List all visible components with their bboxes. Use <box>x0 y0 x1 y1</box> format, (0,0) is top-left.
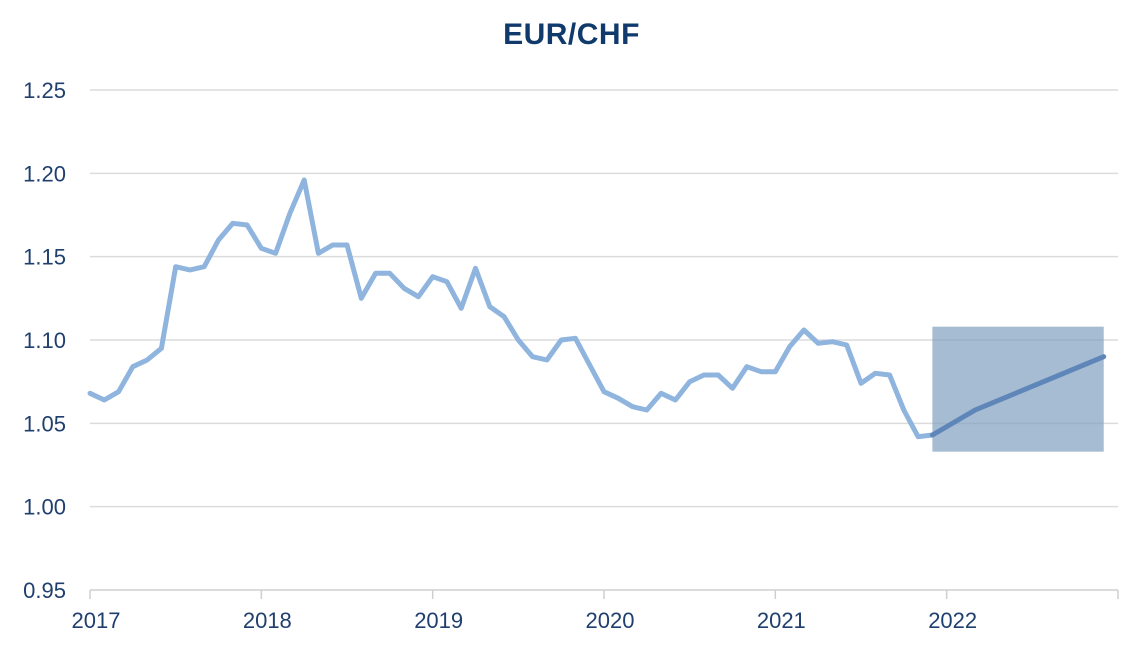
y-tick-label: 1.25 <box>23 78 66 103</box>
y-tick-label: 1.15 <box>23 245 66 270</box>
y-tick-label: 1.00 <box>23 495 66 520</box>
x-tick-label: 2021 <box>757 608 806 633</box>
y-tick-label: 1.10 <box>23 328 66 353</box>
forecast-series-line <box>929 354 1107 438</box>
x-tick-label: 2019 <box>414 608 463 633</box>
y-tick-label: 0.95 <box>23 578 66 603</box>
x-axis-ticks: 2017 2018 2019 2020 2021 2022 <box>72 590 1119 633</box>
y-tick-label: 1.20 <box>23 161 66 186</box>
y-axis-ticks: 0.95 1.00 1.05 1.10 1.15 1.20 1.25 <box>23 78 66 603</box>
chart-title: EUR/CHF <box>503 18 640 51</box>
x-tick-label: 2020 <box>586 608 635 633</box>
historical-series-line <box>87 177 935 440</box>
x-tick-label: 2018 <box>243 608 292 633</box>
forecast-range-rect <box>932 326 1104 452</box>
grid-lines <box>90 89 1118 508</box>
x-tick-label: 2017 <box>72 608 121 633</box>
forecast-band <box>932 326 1104 452</box>
x-tick-label: 2022 <box>928 608 977 633</box>
y-tick-label: 1.05 <box>23 411 66 436</box>
series-lines <box>87 177 1107 440</box>
